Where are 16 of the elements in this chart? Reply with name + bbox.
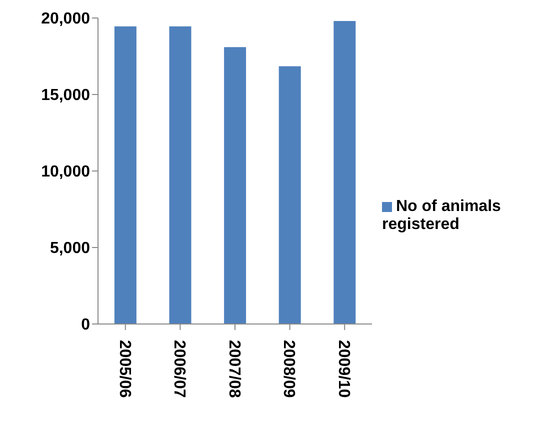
bar — [278, 66, 301, 324]
x-tick-label: 2009/10 — [335, 340, 352, 398]
bar — [334, 21, 356, 324]
x-tick-label: 2007/08 — [225, 340, 242, 398]
bar — [114, 26, 136, 324]
legend-label: No of animals registered — [382, 198, 501, 233]
x-tick-label: 2008/09 — [280, 340, 298, 398]
y-tick-label: 5,000 — [50, 240, 90, 258]
bar — [224, 47, 246, 324]
y-tick-label: 15,000 — [41, 87, 90, 104]
bar — [169, 26, 192, 324]
x-tick-label: 2005/06 — [116, 340, 133, 398]
y-tick-label: 0 — [81, 316, 90, 334]
y-tick-label: 10,000 — [41, 164, 90, 181]
x-tick-label: 2006/07 — [170, 340, 188, 398]
y-tick-label: 20,000 — [41, 10, 90, 28]
